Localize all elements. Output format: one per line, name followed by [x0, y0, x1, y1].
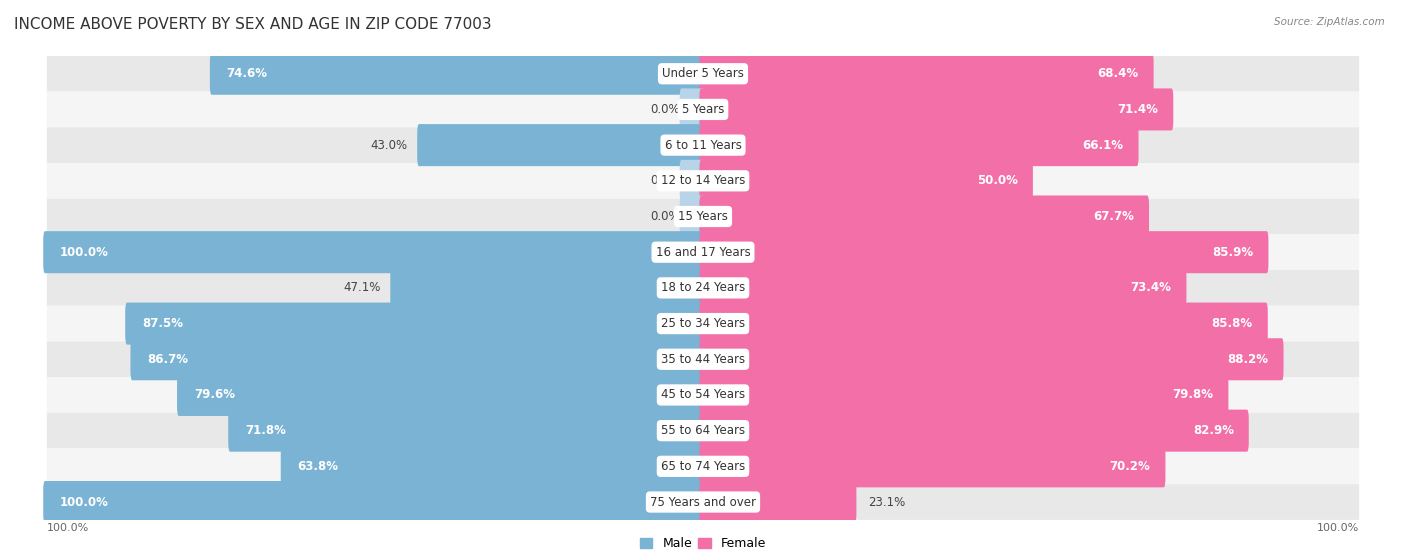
FancyBboxPatch shape — [679, 88, 704, 130]
FancyBboxPatch shape — [46, 413, 1360, 448]
Text: 70.2%: 70.2% — [1109, 460, 1150, 473]
Text: 45 to 54 Years: 45 to 54 Years — [661, 389, 745, 401]
FancyBboxPatch shape — [44, 231, 704, 273]
Text: INCOME ABOVE POVERTY BY SEX AND AGE IN ZIP CODE 77003: INCOME ABOVE POVERTY BY SEX AND AGE IN Z… — [14, 17, 492, 32]
FancyBboxPatch shape — [209, 53, 704, 95]
Text: 88.2%: 88.2% — [1227, 353, 1268, 366]
FancyBboxPatch shape — [679, 196, 704, 238]
Text: 16 and 17 Years: 16 and 17 Years — [655, 246, 751, 259]
Text: 86.7%: 86.7% — [148, 353, 188, 366]
Text: 66.1%: 66.1% — [1083, 139, 1123, 151]
Text: 18 to 24 Years: 18 to 24 Years — [661, 281, 745, 295]
FancyBboxPatch shape — [125, 302, 704, 344]
FancyBboxPatch shape — [46, 377, 1360, 413]
Text: 73.4%: 73.4% — [1130, 281, 1171, 295]
Text: 0.0%: 0.0% — [651, 174, 681, 187]
FancyBboxPatch shape — [699, 196, 1149, 238]
FancyBboxPatch shape — [679, 160, 704, 202]
Text: 100.0%: 100.0% — [60, 246, 108, 259]
FancyBboxPatch shape — [46, 270, 1360, 306]
Text: 6 to 11 Years: 6 to 11 Years — [665, 139, 741, 151]
Text: 50.0%: 50.0% — [977, 174, 1018, 187]
FancyBboxPatch shape — [699, 267, 1187, 309]
Legend: Male, Female: Male, Female — [636, 532, 770, 556]
Text: 15 Years: 15 Years — [678, 210, 728, 223]
Text: 87.5%: 87.5% — [142, 317, 183, 330]
FancyBboxPatch shape — [281, 446, 704, 487]
FancyBboxPatch shape — [699, 53, 1154, 95]
Text: 5 Years: 5 Years — [682, 103, 724, 116]
FancyBboxPatch shape — [46, 306, 1360, 342]
Text: 12 to 14 Years: 12 to 14 Years — [661, 174, 745, 187]
Text: 0.0%: 0.0% — [651, 103, 681, 116]
Text: 67.7%: 67.7% — [1094, 210, 1135, 223]
FancyBboxPatch shape — [699, 302, 1268, 344]
FancyBboxPatch shape — [391, 267, 704, 309]
Text: 65 to 74 Years: 65 to 74 Years — [661, 460, 745, 473]
FancyBboxPatch shape — [46, 92, 1360, 127]
Text: 63.8%: 63.8% — [298, 460, 339, 473]
Text: 47.1%: 47.1% — [343, 281, 381, 295]
FancyBboxPatch shape — [46, 448, 1360, 484]
Text: 85.9%: 85.9% — [1212, 246, 1254, 259]
FancyBboxPatch shape — [46, 163, 1360, 198]
Text: 85.8%: 85.8% — [1212, 317, 1253, 330]
Text: 23.1%: 23.1% — [868, 495, 905, 509]
Text: 100.0%: 100.0% — [46, 523, 89, 533]
Text: 55 to 64 Years: 55 to 64 Years — [661, 424, 745, 437]
Text: 71.8%: 71.8% — [245, 424, 285, 437]
FancyBboxPatch shape — [131, 338, 704, 380]
FancyBboxPatch shape — [46, 342, 1360, 377]
FancyBboxPatch shape — [46, 127, 1360, 163]
FancyBboxPatch shape — [46, 198, 1360, 234]
Text: Under 5 Years: Under 5 Years — [662, 67, 744, 80]
FancyBboxPatch shape — [699, 231, 1268, 273]
FancyBboxPatch shape — [418, 124, 704, 166]
FancyBboxPatch shape — [699, 88, 1174, 130]
Text: 43.0%: 43.0% — [371, 139, 408, 151]
FancyBboxPatch shape — [228, 410, 704, 452]
Text: 79.8%: 79.8% — [1173, 389, 1213, 401]
FancyBboxPatch shape — [699, 124, 1139, 166]
Text: 100.0%: 100.0% — [1317, 523, 1360, 533]
FancyBboxPatch shape — [699, 160, 1033, 202]
FancyBboxPatch shape — [699, 446, 1166, 487]
FancyBboxPatch shape — [46, 484, 1360, 520]
Text: 35 to 44 Years: 35 to 44 Years — [661, 353, 745, 366]
FancyBboxPatch shape — [177, 374, 704, 416]
Text: 25 to 34 Years: 25 to 34 Years — [661, 317, 745, 330]
FancyBboxPatch shape — [44, 481, 704, 523]
Text: 82.9%: 82.9% — [1192, 424, 1234, 437]
Text: 75 Years and over: 75 Years and over — [650, 495, 756, 509]
FancyBboxPatch shape — [46, 234, 1360, 270]
Text: 79.6%: 79.6% — [194, 389, 235, 401]
FancyBboxPatch shape — [699, 410, 1249, 452]
FancyBboxPatch shape — [46, 56, 1360, 92]
Text: 71.4%: 71.4% — [1118, 103, 1159, 116]
Text: Source: ZipAtlas.com: Source: ZipAtlas.com — [1274, 17, 1385, 27]
FancyBboxPatch shape — [699, 338, 1284, 380]
Text: 100.0%: 100.0% — [60, 495, 108, 509]
Text: 0.0%: 0.0% — [651, 210, 681, 223]
Text: 68.4%: 68.4% — [1098, 67, 1139, 80]
FancyBboxPatch shape — [699, 374, 1229, 416]
FancyBboxPatch shape — [699, 481, 856, 523]
Text: 74.6%: 74.6% — [226, 67, 267, 80]
